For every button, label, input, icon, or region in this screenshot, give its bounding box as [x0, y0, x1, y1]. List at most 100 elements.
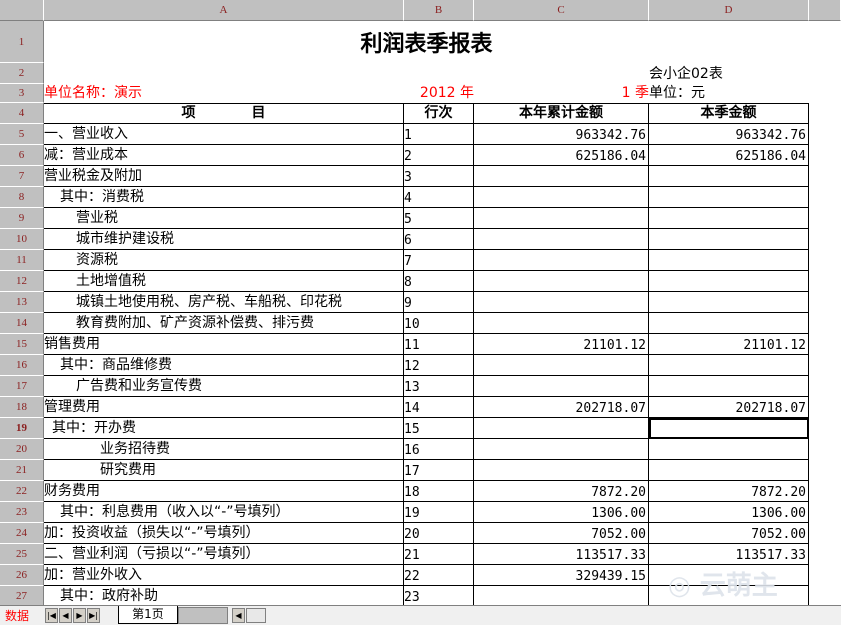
ytd-amount[interactable]: 329439.15 — [474, 565, 649, 586]
item-label[interactable]: 管理费用 — [44, 397, 404, 418]
item-label[interactable]: 一、营业收入 — [44, 124, 404, 145]
header-line[interactable]: 行次 — [404, 103, 474, 124]
item-label[interactable]: 资源税 — [44, 250, 404, 271]
line-number[interactable]: 3 — [404, 166, 474, 187]
item-label[interactable]: 城市维护建设税 — [44, 229, 404, 250]
ytd-amount[interactable]: 625186.04 — [474, 145, 649, 166]
quarter-amount[interactable] — [649, 229, 809, 250]
next-sheet-button[interactable]: ▶ — [73, 608, 86, 623]
row-header[interactable]: 20 — [0, 439, 44, 460]
ytd-amount[interactable] — [474, 271, 649, 292]
item-label[interactable]: 研究费用 — [44, 460, 404, 481]
line-number[interactable]: 2 — [404, 145, 474, 166]
quarter-amount[interactable] — [649, 376, 809, 397]
item-label[interactable]: 教育费附加、矿产资源补偿费、排污费 — [44, 313, 404, 334]
row-header[interactable]: 5 — [0, 124, 44, 145]
quarter-amount[interactable]: 113517.33 — [649, 544, 809, 565]
ytd-amount[interactable] — [474, 376, 649, 397]
row-header[interactable]: 15 — [0, 334, 44, 355]
row-header[interactable]: 21 — [0, 460, 44, 481]
first-sheet-button[interactable]: |◀ — [45, 608, 58, 623]
line-number[interactable]: 22 — [404, 565, 474, 586]
line-number[interactable]: 11 — [404, 334, 474, 355]
row-header[interactable]: 14 — [0, 313, 44, 334]
row-header[interactable]: 16 — [0, 355, 44, 376]
item-label[interactable]: 城镇土地使用税、房产税、车船税、印花税 — [44, 292, 404, 313]
line-number[interactable]: 10 — [404, 313, 474, 334]
item-label[interactable]: 二、营业利润（亏损以“-”号填列） — [44, 544, 404, 565]
row-header[interactable]: 10 — [0, 229, 44, 250]
header-item[interactable]: 项 目 — [44, 103, 404, 124]
row-header[interactable]: 12 — [0, 271, 44, 292]
ytd-amount[interactable]: 113517.33 — [474, 544, 649, 565]
line-number[interactable]: 15 — [404, 418, 474, 439]
prev-sheet-button[interactable]: ◀ — [59, 608, 72, 623]
item-label[interactable]: 广告费和业务宣传费 — [44, 376, 404, 397]
row-header[interactable]: 25 — [0, 544, 44, 565]
row-header[interactable]: 26 — [0, 565, 44, 586]
last-sheet-button[interactable]: ▶| — [87, 608, 100, 623]
line-number[interactable]: 21 — [404, 544, 474, 565]
row-header[interactable]: 1 — [0, 21, 44, 63]
line-number[interactable]: 12 — [404, 355, 474, 376]
ytd-amount[interactable] — [474, 418, 649, 439]
item-label[interactable]: 土地增值税 — [44, 271, 404, 292]
quarter-amount[interactable]: 625186.04 — [649, 145, 809, 166]
item-label[interactable]: 其中：开办费 — [44, 418, 404, 439]
line-number[interactable]: 17 — [404, 460, 474, 481]
line-number[interactable]: 6 — [404, 229, 474, 250]
ytd-amount[interactable] — [474, 460, 649, 481]
ytd-amount[interactable] — [474, 208, 649, 229]
row-header[interactable]: 9 — [0, 208, 44, 229]
row-header[interactable]: 22 — [0, 481, 44, 502]
row-header[interactable]: 24 — [0, 523, 44, 544]
ytd-amount[interactable] — [474, 229, 649, 250]
quarter-amount[interactable]: 21101.12 — [649, 334, 809, 355]
ytd-amount[interactable] — [474, 250, 649, 271]
column-header[interactable]: A — [44, 0, 404, 21]
ytd-amount[interactable]: 7052.00 — [474, 523, 649, 544]
item-label[interactable]: 其中：消费税 — [44, 187, 404, 208]
select-all-corner[interactable] — [0, 0, 44, 21]
line-number[interactable]: 13 — [404, 376, 474, 397]
sheet-tab-blank[interactable] — [178, 607, 228, 624]
line-number[interactable]: 1 — [404, 124, 474, 145]
row-header[interactable]: 27 — [0, 586, 44, 607]
quarter-amount[interactable] — [649, 460, 809, 481]
ytd-amount[interactable]: 7872.20 — [474, 481, 649, 502]
column-header[interactable]: C — [474, 0, 649, 21]
ytd-amount[interactable]: 202718.07 — [474, 397, 649, 418]
row-header[interactable]: 7 — [0, 166, 44, 187]
row-header[interactable]: 23 — [0, 502, 44, 523]
row-header[interactable]: 18 — [0, 397, 44, 418]
ytd-amount[interactable] — [474, 292, 649, 313]
ytd-amount[interactable]: 963342.76 — [474, 124, 649, 145]
item-label[interactable]: 财务费用 — [44, 481, 404, 502]
row-header[interactable]: 2 — [0, 63, 44, 84]
quarter-amount[interactable] — [649, 271, 809, 292]
item-label[interactable]: 其中：政府补助 — [44, 586, 404, 607]
quarter-amount[interactable] — [649, 187, 809, 208]
row-header[interactable]: 6 — [0, 145, 44, 166]
quarter-amount[interactable] — [649, 208, 809, 229]
ytd-amount[interactable] — [474, 586, 649, 607]
item-label[interactable]: 减：营业成本 — [44, 145, 404, 166]
line-number[interactable]: 20 — [404, 523, 474, 544]
quarter-amount[interactable]: 7872.20 — [649, 481, 809, 502]
ytd-amount[interactable]: 21101.12 — [474, 334, 649, 355]
ytd-amount[interactable] — [474, 313, 649, 334]
ytd-amount[interactable] — [474, 439, 649, 460]
item-label[interactable]: 营业税 — [44, 208, 404, 229]
scroll-left-button[interactable]: ◀ — [232, 608, 245, 623]
quarter-amount[interactable] — [649, 166, 809, 187]
quarter-amount[interactable] — [649, 439, 809, 460]
line-number[interactable]: 8 — [404, 271, 474, 292]
item-label[interactable]: 其中：商品维修费 — [44, 355, 404, 376]
line-number[interactable]: 4 — [404, 187, 474, 208]
row-header[interactable]: 4 — [0, 103, 44, 124]
ytd-amount[interactable] — [474, 187, 649, 208]
column-header[interactable] — [809, 0, 841, 21]
item-label[interactable]: 业务招待费 — [44, 439, 404, 460]
sheet-tab-page1[interactable]: 第1页 — [118, 606, 178, 624]
quarter-amount[interactable] — [649, 313, 809, 334]
